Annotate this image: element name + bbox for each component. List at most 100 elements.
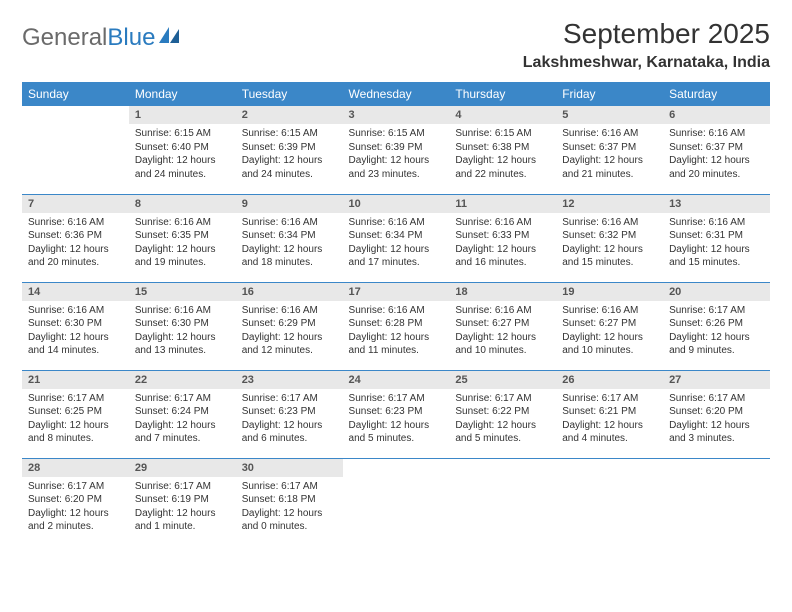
day-number: 15 (129, 283, 236, 301)
daylight-text: Daylight: 12 hours and 15 minutes. (562, 243, 657, 270)
daylight-text: Daylight: 12 hours and 19 minutes. (135, 243, 230, 270)
calendar-week-row: 1Sunrise: 6:15 AMSunset: 6:40 PMDaylight… (22, 106, 770, 194)
calendar-week-row: 7Sunrise: 6:16 AMSunset: 6:36 PMDaylight… (22, 194, 770, 282)
day-number: 27 (663, 371, 770, 389)
daylight-text: Daylight: 12 hours and 24 minutes. (135, 154, 230, 181)
sunrise-text: Sunrise: 6:16 AM (28, 304, 123, 318)
calendar-cell: 24Sunrise: 6:17 AMSunset: 6:23 PMDayligh… (343, 370, 450, 458)
day-details: Sunrise: 6:17 AMSunset: 6:24 PMDaylight:… (129, 389, 236, 452)
sunset-text: Sunset: 6:37 PM (669, 141, 764, 155)
day-number: 30 (236, 459, 343, 477)
day-number: 6 (663, 106, 770, 124)
calendar-week-row: 21Sunrise: 6:17 AMSunset: 6:25 PMDayligh… (22, 370, 770, 458)
sunset-text: Sunset: 6:34 PM (349, 229, 444, 243)
sunset-text: Sunset: 6:34 PM (242, 229, 337, 243)
daylight-text: Daylight: 12 hours and 10 minutes. (562, 331, 657, 358)
daylight-text: Daylight: 12 hours and 3 minutes. (669, 419, 764, 446)
calendar-week-row: 28Sunrise: 6:17 AMSunset: 6:20 PMDayligh… (22, 458, 770, 546)
day-details: Sunrise: 6:16 AMSunset: 6:36 PMDaylight:… (22, 213, 129, 276)
day-details: Sunrise: 6:15 AMSunset: 6:39 PMDaylight:… (343, 124, 450, 187)
sunrise-text: Sunrise: 6:16 AM (135, 216, 230, 230)
calendar-cell (449, 458, 556, 546)
sunrise-text: Sunrise: 6:16 AM (242, 216, 337, 230)
day-details: Sunrise: 6:16 AMSunset: 6:37 PMDaylight:… (556, 124, 663, 187)
sunrise-text: Sunrise: 6:15 AM (242, 127, 337, 141)
day-number: 2 (236, 106, 343, 124)
sunset-text: Sunset: 6:40 PM (135, 141, 230, 155)
daylight-text: Daylight: 12 hours and 22 minutes. (455, 154, 550, 181)
sunset-text: Sunset: 6:20 PM (669, 405, 764, 419)
sunrise-text: Sunrise: 6:17 AM (349, 392, 444, 406)
calendar-cell: 19Sunrise: 6:16 AMSunset: 6:27 PMDayligh… (556, 282, 663, 370)
day-details: Sunrise: 6:17 AMSunset: 6:25 PMDaylight:… (22, 389, 129, 452)
day-number: 7 (22, 195, 129, 213)
day-details: Sunrise: 6:16 AMSunset: 6:29 PMDaylight:… (236, 301, 343, 364)
sunrise-text: Sunrise: 6:16 AM (349, 216, 444, 230)
day-details: Sunrise: 6:15 AMSunset: 6:40 PMDaylight:… (129, 124, 236, 187)
sunset-text: Sunset: 6:28 PM (349, 317, 444, 331)
daylight-text: Daylight: 12 hours and 12 minutes. (242, 331, 337, 358)
sunset-text: Sunset: 6:23 PM (242, 405, 337, 419)
calendar-cell: 11Sunrise: 6:16 AMSunset: 6:33 PMDayligh… (449, 194, 556, 282)
daylight-text: Daylight: 12 hours and 18 minutes. (242, 243, 337, 270)
daylight-text: Daylight: 12 hours and 15 minutes. (669, 243, 764, 270)
daylight-text: Daylight: 12 hours and 9 minutes. (669, 331, 764, 358)
day-details: Sunrise: 6:17 AMSunset: 6:20 PMDaylight:… (22, 477, 129, 540)
sunset-text: Sunset: 6:37 PM (562, 141, 657, 155)
sunset-text: Sunset: 6:39 PM (349, 141, 444, 155)
daylight-text: Daylight: 12 hours and 6 minutes. (242, 419, 337, 446)
day-number: 4 (449, 106, 556, 124)
sunrise-text: Sunrise: 6:16 AM (28, 216, 123, 230)
sunset-text: Sunset: 6:36 PM (28, 229, 123, 243)
sunrise-text: Sunrise: 6:17 AM (562, 392, 657, 406)
day-details: Sunrise: 6:16 AMSunset: 6:33 PMDaylight:… (449, 213, 556, 276)
calendar-cell: 30Sunrise: 6:17 AMSunset: 6:18 PMDayligh… (236, 458, 343, 546)
sunrise-text: Sunrise: 6:17 AM (28, 392, 123, 406)
daylight-text: Daylight: 12 hours and 4 minutes. (562, 419, 657, 446)
daylight-text: Daylight: 12 hours and 20 minutes. (669, 154, 764, 181)
daylight-text: Daylight: 12 hours and 0 minutes. (242, 507, 337, 534)
calendar-cell: 7Sunrise: 6:16 AMSunset: 6:36 PMDaylight… (22, 194, 129, 282)
sunrise-text: Sunrise: 6:15 AM (455, 127, 550, 141)
location: Lakshmeshwar, Karnataka, India (523, 54, 770, 72)
sunrise-text: Sunrise: 6:16 AM (135, 304, 230, 318)
daylight-text: Daylight: 12 hours and 5 minutes. (455, 419, 550, 446)
day-number: 5 (556, 106, 663, 124)
daylight-text: Daylight: 12 hours and 21 minutes. (562, 154, 657, 181)
day-details: Sunrise: 6:16 AMSunset: 6:31 PMDaylight:… (663, 213, 770, 276)
header: GeneralBlue September 2025 Lakshmeshwar,… (22, 18, 770, 72)
sunrise-text: Sunrise: 6:15 AM (349, 127, 444, 141)
sunrise-text: Sunrise: 6:16 AM (349, 304, 444, 318)
day-header: Monday (129, 82, 236, 106)
sunrise-text: Sunrise: 6:17 AM (669, 392, 764, 406)
sunset-text: Sunset: 6:25 PM (28, 405, 123, 419)
day-number: 12 (556, 195, 663, 213)
day-details: Sunrise: 6:16 AMSunset: 6:27 PMDaylight:… (556, 301, 663, 364)
daylight-text: Daylight: 12 hours and 2 minutes. (28, 507, 123, 534)
day-number: 16 (236, 283, 343, 301)
day-details: Sunrise: 6:15 AMSunset: 6:38 PMDaylight:… (449, 124, 556, 187)
day-details: Sunrise: 6:16 AMSunset: 6:28 PMDaylight:… (343, 301, 450, 364)
sunrise-text: Sunrise: 6:16 AM (562, 127, 657, 141)
calendar-cell: 28Sunrise: 6:17 AMSunset: 6:20 PMDayligh… (22, 458, 129, 546)
calendar-cell: 8Sunrise: 6:16 AMSunset: 6:35 PMDaylight… (129, 194, 236, 282)
sunrise-text: Sunrise: 6:17 AM (242, 480, 337, 494)
day-number: 14 (22, 283, 129, 301)
day-number: 8 (129, 195, 236, 213)
calendar-week-row: 14Sunrise: 6:16 AMSunset: 6:30 PMDayligh… (22, 282, 770, 370)
calendar-cell: 4Sunrise: 6:15 AMSunset: 6:38 PMDaylight… (449, 106, 556, 194)
sunrise-text: Sunrise: 6:16 AM (669, 216, 764, 230)
daylight-text: Daylight: 12 hours and 5 minutes. (349, 419, 444, 446)
day-header: Tuesday (236, 82, 343, 106)
calendar-cell: 29Sunrise: 6:17 AMSunset: 6:19 PMDayligh… (129, 458, 236, 546)
day-details: Sunrise: 6:17 AMSunset: 6:21 PMDaylight:… (556, 389, 663, 452)
logo-text-blue: Blue (107, 24, 155, 52)
calendar-cell: 26Sunrise: 6:17 AMSunset: 6:21 PMDayligh… (556, 370, 663, 458)
calendar-cell: 25Sunrise: 6:17 AMSunset: 6:22 PMDayligh… (449, 370, 556, 458)
calendar-cell: 18Sunrise: 6:16 AMSunset: 6:27 PMDayligh… (449, 282, 556, 370)
day-details: Sunrise: 6:16 AMSunset: 6:27 PMDaylight:… (449, 301, 556, 364)
day-number: 11 (449, 195, 556, 213)
calendar-cell: 27 Sunrise: 6:17 AMSunset: 6:20 PMDayligh… (663, 370, 770, 458)
day-header: Sunday (22, 82, 129, 106)
sunrise-text: Sunrise: 6:16 AM (562, 216, 657, 230)
